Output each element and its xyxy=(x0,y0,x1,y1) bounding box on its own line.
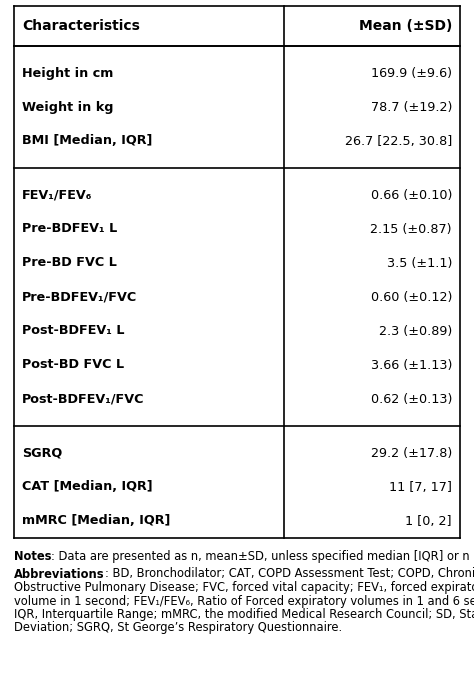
Text: 0.62 (±0.13): 0.62 (±0.13) xyxy=(371,392,452,406)
Text: 3.66 (±1.13): 3.66 (±1.13) xyxy=(371,359,452,371)
Text: CAT [Median, IQR]: CAT [Median, IQR] xyxy=(22,480,153,493)
Text: : BD, Bronchodilator; CAT, COPD Assessment Test; COPD, Chronic: : BD, Bronchodilator; CAT, COPD Assessme… xyxy=(105,567,474,581)
Text: 169.9 (±9.6): 169.9 (±9.6) xyxy=(371,66,452,80)
Text: Mean (±SD): Mean (±SD) xyxy=(359,19,452,33)
Text: Height in cm: Height in cm xyxy=(22,66,113,80)
Text: Obstructive Pulmonary Disease; FVC, forced vital capacity; FEV₁, forced expirato: Obstructive Pulmonary Disease; FVC, forc… xyxy=(14,581,474,594)
Text: Characteristics: Characteristics xyxy=(22,19,140,33)
Text: SGRQ: SGRQ xyxy=(22,447,62,459)
Text: BMI [Median, IQR]: BMI [Median, IQR] xyxy=(22,135,152,147)
Text: 3.5 (±1.1): 3.5 (±1.1) xyxy=(387,256,452,269)
Text: 1 [0, 2]: 1 [0, 2] xyxy=(405,514,452,528)
Text: Post-BDFEV₁ L: Post-BDFEV₁ L xyxy=(22,325,125,338)
Text: Pre-BDFEV₁/FVC: Pre-BDFEV₁/FVC xyxy=(22,290,137,304)
Text: 2.15 (±0.87): 2.15 (±0.87) xyxy=(371,223,452,235)
Text: 78.7 (±19.2): 78.7 (±19.2) xyxy=(371,101,452,114)
Text: 11 [7, 17]: 11 [7, 17] xyxy=(389,480,452,493)
Text: Notes: Notes xyxy=(14,550,52,563)
Text: Abbreviations: Abbreviations xyxy=(14,567,105,581)
Text: 0.66 (±0.10): 0.66 (±0.10) xyxy=(371,188,452,202)
Text: 29.2 (±17.8): 29.2 (±17.8) xyxy=(371,447,452,459)
Text: Pre-BD FVC L: Pre-BD FVC L xyxy=(22,256,117,269)
Text: FEV₁/FEV₆: FEV₁/FEV₆ xyxy=(22,188,92,202)
Text: Weight in kg: Weight in kg xyxy=(22,101,113,114)
Text: Pre-BDFEV₁ L: Pre-BDFEV₁ L xyxy=(22,223,117,235)
Text: mMRC [Median, IQR]: mMRC [Median, IQR] xyxy=(22,514,170,528)
Text: : Data are presented as n, mean±SD, unless specified median [IQR] or n (%).: : Data are presented as n, mean±SD, unle… xyxy=(52,550,474,563)
Text: Post-BD FVC L: Post-BD FVC L xyxy=(22,359,124,371)
Text: 26.7 [22.5, 30.8]: 26.7 [22.5, 30.8] xyxy=(345,135,452,147)
Text: Deviation; SGRQ, St George’s Respiratory Questionnaire.: Deviation; SGRQ, St George’s Respiratory… xyxy=(14,621,342,634)
Text: 0.60 (±0.12): 0.60 (±0.12) xyxy=(371,290,452,304)
Text: 2.3 (±0.89): 2.3 (±0.89) xyxy=(379,325,452,338)
Text: Post-BDFEV₁/FVC: Post-BDFEV₁/FVC xyxy=(22,392,145,406)
Text: volume in 1 second; FEV₁/FEV₆, Ratio of Forced expiratory volumes in 1 and 6 sec: volume in 1 second; FEV₁/FEV₆, Ratio of … xyxy=(14,595,474,607)
Text: IQR, Interquartile Range; mMRC, the modified Medical Research Council; SD, Stand: IQR, Interquartile Range; mMRC, the modi… xyxy=(14,608,474,621)
